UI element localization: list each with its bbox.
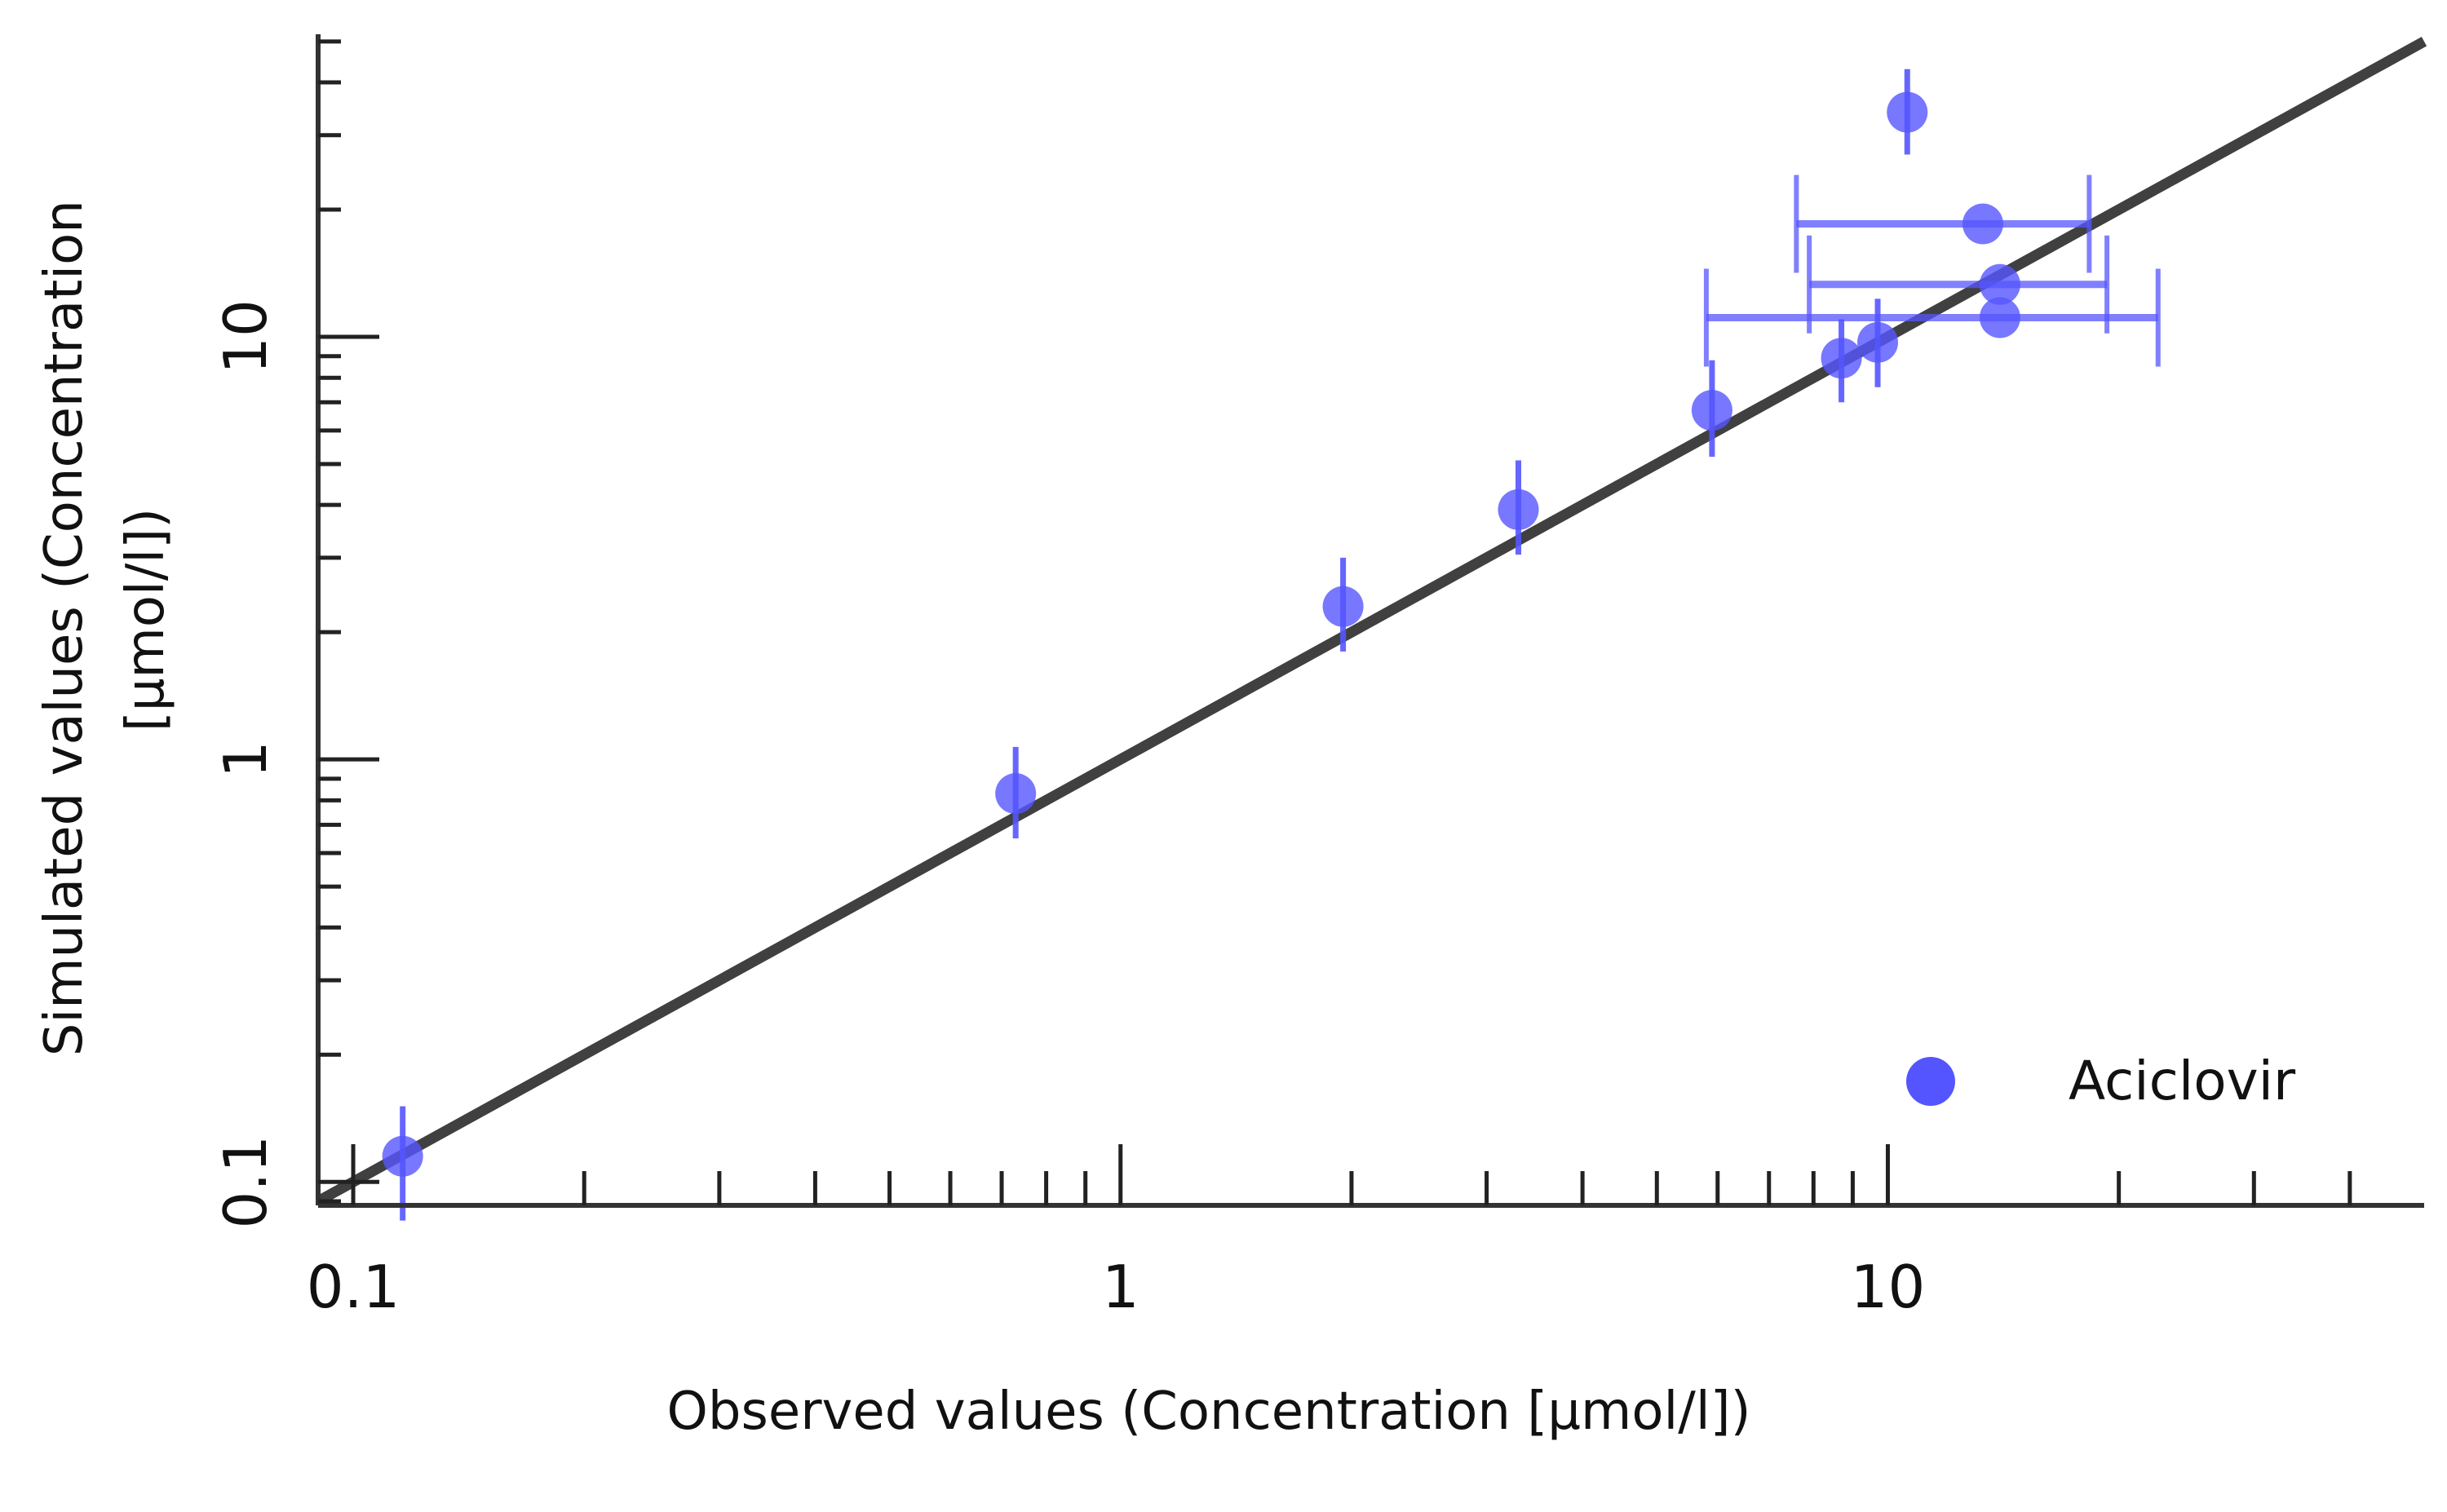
data-point — [1857, 321, 1899, 363]
x-tick-label: 1 — [1102, 1253, 1139, 1321]
data-point-group — [995, 746, 1037, 839]
x-tick-label: 0.1 — [307, 1253, 400, 1321]
data-point-group — [1322, 557, 1364, 652]
data-point — [1979, 297, 2020, 338]
y-axis-title-line-2: [µmol/l]) — [116, 508, 176, 732]
data-point — [1498, 489, 1539, 530]
data-point — [995, 773, 1037, 815]
data-point-group — [1887, 69, 1928, 155]
y-axis-title-line-1: Simulated values (Concentration — [34, 200, 95, 1056]
data-point-group — [1857, 298, 1899, 387]
data-point-group — [1498, 460, 1539, 555]
data-point — [1821, 338, 1862, 379]
legend: Aciclovir — [1906, 1050, 2296, 1112]
axis-ticks-layer: 0.1 1 10 0.1 1 10 — [211, 39, 2352, 1321]
y-tick-label: 0.1 — [211, 1135, 280, 1229]
data-point-group — [1821, 319, 1862, 403]
identity-line-layer — [315, 37, 2427, 1206]
data-point — [1979, 263, 2020, 305]
data-point-group — [382, 1106, 423, 1221]
x-tick-label: 10 — [1851, 1253, 1926, 1321]
data-point-group — [1794, 175, 2092, 273]
data-point — [1691, 390, 1732, 431]
x-axis-title: Observed values (Concentration [µmol/l]) — [666, 1382, 1750, 1442]
data-point-group — [1703, 268, 2161, 367]
legend-marker — [1906, 1057, 1955, 1106]
data-point — [1962, 203, 2003, 245]
data-point — [382, 1135, 423, 1177]
y-axis-title: Simulated values (Concentration [µmol/l]… — [34, 183, 176, 1056]
y-tick-label: 1 — [211, 741, 280, 778]
data-point — [1322, 586, 1364, 627]
legend-label: Aciclovir — [2069, 1050, 2296, 1112]
data-point-group — [1691, 360, 1732, 458]
identity-line — [315, 37, 2427, 1206]
y-tick-label: 10 — [211, 299, 280, 374]
data-point — [1887, 91, 1928, 133]
data-points-layer — [382, 69, 2161, 1221]
